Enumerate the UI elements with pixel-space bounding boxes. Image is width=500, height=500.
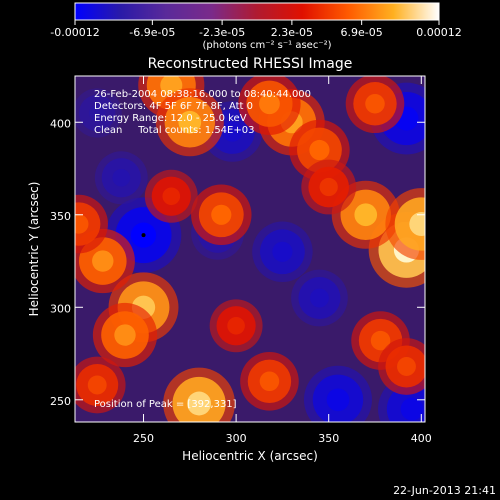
heatmap-blob-core <box>87 375 107 395</box>
heatmap-blob-core <box>178 110 202 134</box>
heatmap-blob-core <box>211 204 232 225</box>
heatmap-blob-core <box>326 388 350 412</box>
y-tick-label: 250 <box>50 395 71 408</box>
x-tick-label: 250 <box>133 432 154 445</box>
annotation-clean-counts: Clean Total counts: 1.54E+03 <box>94 125 254 136</box>
heatmap-blob-core <box>187 391 212 416</box>
heatmap-blob-core <box>259 93 280 115</box>
heatmap-blob-core <box>397 357 416 376</box>
heatmap-blob-core <box>354 203 378 227</box>
heatmap-blob-core <box>89 104 106 122</box>
footer-timestamp: 22-Jun-2013 21:41 <box>393 484 496 497</box>
x-tick-label: 300 <box>226 432 247 445</box>
y-tick-label: 350 <box>50 210 71 223</box>
colorbar <box>74 2 440 21</box>
heatmap-blob-core <box>92 250 114 272</box>
x-tick-label: 400 <box>411 432 432 445</box>
x-axis-label: Heliocentric X (arcsec) <box>182 449 318 463</box>
axes: 250 300 350 400 250 300 350 400 <box>50 76 432 445</box>
colorbar-tick-label: 6.9e-05 <box>341 26 383 39</box>
plot-frame <box>74 75 426 423</box>
annotation-detectors: Detectors: 4F 5F 6F 7F 8F, Att 0 <box>94 101 253 112</box>
colorbar-tick-label: 0.00012 <box>416 26 462 39</box>
heatmap-blob-core <box>162 187 181 206</box>
heatmap-blob-core <box>309 139 330 161</box>
heatmap-blob-core <box>112 168 131 187</box>
heatmap-blob-core <box>365 93 385 114</box>
heatmap-blob-core <box>309 288 329 308</box>
colorbar-tick-label: -6.9e-05 <box>129 26 175 39</box>
peak-marker <box>141 233 146 238</box>
colorbar-label: (photons cm⁻² s⁻¹ asec⁻²) <box>202 40 331 51</box>
x-tick-label: 350 <box>318 432 339 445</box>
heatmap-blob-core <box>272 241 293 262</box>
heatmap-blob-core <box>259 371 280 392</box>
marker-dot <box>141 233 146 238</box>
y-tick-label: 300 <box>50 302 71 315</box>
heatmap-blob-core <box>227 316 245 335</box>
y-tick-label: 400 <box>50 117 71 130</box>
heatmap-blob-core <box>75 214 89 234</box>
colorbar-tick-label: -0.00012 <box>50 26 99 39</box>
heatmap-blob-core <box>222 121 243 142</box>
annotation-time-range: 26-Feb-2004 08:38:16.000 to 08:40:44.000 <box>94 89 311 100</box>
y-axis-label: Heliocentric Y (arcsec) <box>27 182 41 317</box>
colorbar-tick-label: 2.3e-05 <box>271 26 313 39</box>
colorbar-ticks: -0.00012 -6.9e-05 -2.3e-05 2.3e-05 6.9e-05 0.… <box>50 20 462 39</box>
heatmap-blob-core <box>319 177 338 197</box>
heatmap-blob-core <box>400 397 424 421</box>
heatmap-blob-core <box>114 324 136 346</box>
annotation-energy-range: Energy Range: 12.0 - 25.0 keV <box>94 113 247 124</box>
heatmap-image <box>75 76 425 422</box>
colorbar-tick-label: -2.3e-05 <box>199 26 245 39</box>
annotation-peak-position: Position of Peak = [392,331] <box>94 399 237 410</box>
chart-title: Reconstructed RHESSI Image <box>148 56 353 72</box>
heatmap-blob-core <box>370 330 391 351</box>
heatmap-blob-core <box>409 212 425 236</box>
